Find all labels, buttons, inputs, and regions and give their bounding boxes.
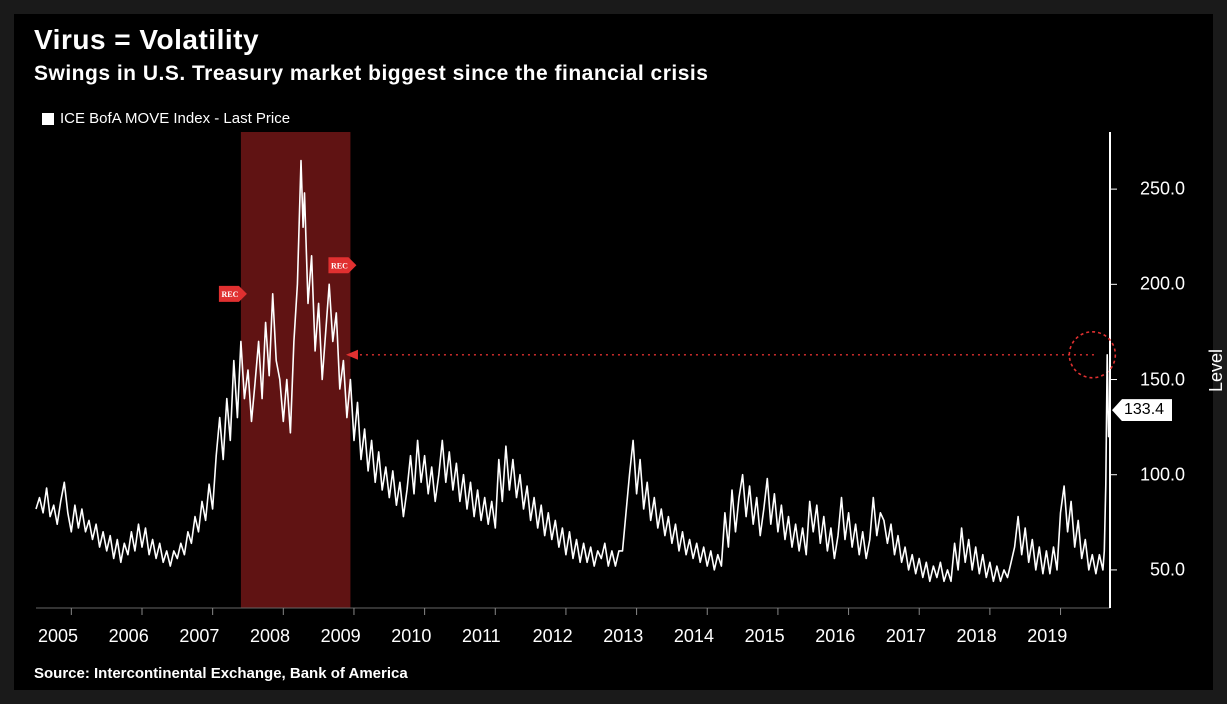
y-axis-title: Level	[1206, 349, 1227, 392]
chart-svg: REC REC	[14, 14, 1213, 690]
x-tick-label: 2008	[250, 626, 290, 647]
x-tick-label: 2010	[391, 626, 431, 647]
x-tick-label: 2014	[674, 626, 714, 647]
x-tick-label: 2006	[109, 626, 149, 647]
outer-frame: Virus = Volatility Swings in U.S. Treasu…	[0, 0, 1227, 704]
chart-source: Source: Intercontinental Exchange, Bank …	[34, 665, 408, 682]
y-tick-label: 250.0	[1140, 179, 1185, 200]
x-tick-label: 2005	[38, 626, 78, 647]
x-tick-label: 2015	[745, 626, 785, 647]
y-tick-label: 200.0	[1140, 274, 1185, 295]
y-tick-label: 100.0	[1140, 464, 1185, 485]
last-price-value: 133.4	[1124, 401, 1164, 418]
x-tick-label: 2007	[179, 626, 219, 647]
last-price-flag: 133.4	[1112, 399, 1172, 421]
svg-text:REC: REC	[331, 261, 348, 270]
x-tick-label: 2009	[321, 626, 361, 647]
x-tick-label: 2018	[957, 626, 997, 647]
chart-panel: Virus = Volatility Swings in U.S. Treasu…	[14, 14, 1213, 690]
x-tick-label: 2011	[462, 626, 501, 647]
x-tick-label: 2016	[815, 626, 855, 647]
x-tick-label: 2013	[603, 626, 643, 647]
y-tick-label: 50.0	[1150, 559, 1185, 580]
svg-text:REC: REC	[221, 290, 238, 299]
x-tick-label: 2012	[533, 626, 573, 647]
x-tick-label: 2017	[886, 626, 926, 647]
x-tick-label: 2019	[1027, 626, 1067, 647]
y-tick-label: 150.0	[1140, 369, 1185, 390]
